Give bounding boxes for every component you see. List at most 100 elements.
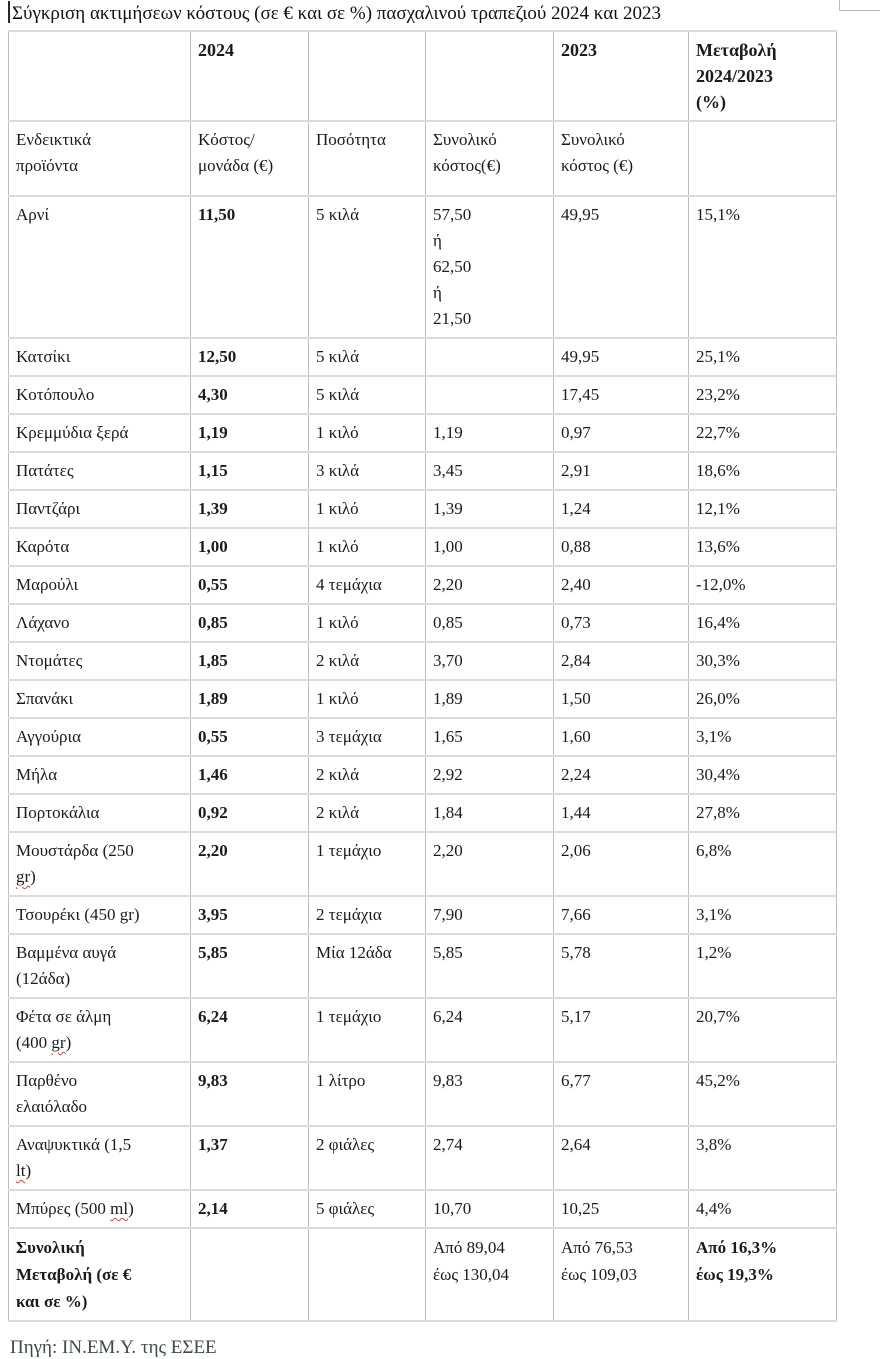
table-row: Αναψυκτικά (1,5 lt) 1,37 2 φιάλες 2,74 2,64 3,… (8, 1125, 837, 1191)
product-cell: Μήλα (8, 755, 191, 795)
product-cell: Παντζάρι (8, 489, 191, 529)
total-2024-cell: Από 89,04 έως 130,04 (425, 1227, 554, 1322)
change-cell: 4,4% (688, 1189, 837, 1229)
total-2023-cell: 1,24 (553, 489, 689, 529)
unit-cost-cell: 1,46 (190, 755, 309, 795)
total-2023-cell: 0,97 (553, 413, 689, 453)
unit-cost-cell: 12,50 (190, 337, 309, 377)
header-row: Ενδεικτικά προϊόντα Κόστος/μονάδα (€) Ποσότ… (8, 120, 837, 197)
table-row: Ντομάτες 1,85 2 κιλά 3,70 2,84 30,3% (8, 641, 837, 681)
table-row: Παρθένο ελαιόλαδο 9,83 1 λίτρο 9,83 6,77 45,2% (8, 1061, 837, 1127)
table-row: Βαμμένα αυγά (12άδα) 5,85 Μία 12άδα 5,85 5,78… (8, 933, 837, 999)
product-cell: Λάχανο (8, 603, 191, 643)
change-cell: 23,2% (688, 375, 837, 415)
header-cell-total-2023: Συνολικό κόστος (€) (553, 120, 689, 197)
product-cell: Καρότα (8, 527, 191, 567)
unit-cost-cell: 2,14 (190, 1189, 309, 1229)
quantity-cell: 1 τεμάχιο (308, 997, 426, 1063)
total-2024-cell: 57,50 ή 62,50 ή 21,50 (425, 195, 554, 339)
product-cell: Μπύρες (500 ml) (8, 1189, 191, 1229)
table-row: Μαρούλι 0,55 4 τεμάχια 2,20 2,40 -12,0% (8, 565, 837, 605)
table-row: Λάχανο 0,85 1 κιλό 0,85 0,73 16,4% (8, 603, 837, 643)
unit-cost-cell: 1,00 (190, 527, 309, 567)
product-cell: Παρθένο ελαιόλαδο (8, 1061, 191, 1127)
total-2024-cell: 2,20 (425, 565, 554, 605)
header-cell-total-2024 (425, 30, 554, 122)
table-row: Αγγούρια 0,55 3 τεμάχια 1,65 1,60 3,1% (8, 717, 837, 757)
quantity-cell: 1 κιλό (308, 527, 426, 567)
change-cell: -12,0% (688, 565, 837, 605)
quantity-cell: 5 κιλά (308, 337, 426, 377)
total-2023-cell: 6,77 (553, 1061, 689, 1127)
quantity-cell: 1 κιλό (308, 489, 426, 529)
product-cell: Κρεμμύδια ξερά (8, 413, 191, 453)
quantity-cell: 5 φιάλες (308, 1189, 426, 1229)
unit-cost-cell: 1,39 (190, 489, 309, 529)
table-row: Κοτόπουλο 4,30 5 κιλά 17,45 23,2% (8, 375, 837, 415)
misspelled-word: lt (16, 1161, 26, 1180)
product-cell: Συνολική Μεταβολή (σε € και σε %) (8, 1227, 191, 1322)
header-cell-product: Ενδεικτικά προϊόντα (8, 120, 191, 197)
product-cell: Κατσίκι (8, 337, 191, 377)
product-cell: Ντομάτες (8, 641, 191, 681)
change-cell: 30,3% (688, 641, 837, 681)
unit-cost-cell: 6,24 (190, 997, 309, 1063)
unit-cost-cell: 0,55 (190, 717, 309, 757)
total-2024-cell: 2,92 (425, 755, 554, 795)
unit-cost-cell: 2,20 (190, 831, 309, 897)
unit-cost-cell: 0,85 (190, 603, 309, 643)
unit-cost-cell: 9,83 (190, 1061, 309, 1127)
total-2024-cell: 1,89 (425, 679, 554, 719)
quantity-cell: 1 κιλό (308, 679, 426, 719)
unit-cost-cell: 3,95 (190, 895, 309, 935)
total-2024-cell: 3,70 (425, 641, 554, 681)
header-cell-product (8, 30, 191, 122)
quantity-cell: 2 φιάλες (308, 1125, 426, 1191)
unit-cost-cell: 1,15 (190, 451, 309, 491)
total-row: Συνολική Μεταβολή (σε € και σε %) Από 89,04… (8, 1227, 837, 1322)
table-row: Πατάτες 1,15 3 κιλά 3,45 2,91 18,6% (8, 451, 837, 491)
source-note: Πηγή: ΙΝ.ΕΜ.Υ. της ΕΣΕΕ (10, 1337, 217, 1358)
total-2023-cell: 1,60 (553, 717, 689, 757)
quantity-cell: 1 κιλό (308, 603, 426, 643)
change-cell: 6,8% (688, 831, 837, 897)
quantity-cell: 2 κιλά (308, 641, 426, 681)
unit-cost-cell: 0,92 (190, 793, 309, 833)
quantity-cell: 2 τεμάχια (308, 895, 426, 935)
quantity-cell: 1 λίτρο (308, 1061, 426, 1127)
total-2024-cell: 3,45 (425, 451, 554, 491)
group-header-row: 2024 2023 Μεταβολή 2024/2023 (%) (8, 30, 837, 122)
change-cell: 3,1% (688, 717, 837, 757)
change-cell: 27,8% (688, 793, 837, 833)
product-cell: Σπανάκι (8, 679, 191, 719)
quantity-cell: Μία 12άδα (308, 933, 426, 999)
table-row: Σπανάκι 1,89 1 κιλό 1,89 1,50 26,0% (8, 679, 837, 719)
quantity-cell: 3 κιλά (308, 451, 426, 491)
quantity-cell: 3 τεμάχια (308, 717, 426, 757)
total-2023-cell: 0,73 (553, 603, 689, 643)
quantity-cell: 2 κιλά (308, 755, 426, 795)
total-2023-cell: 5,17 (553, 997, 689, 1063)
cost-comparison-table: 2024 2023 Μεταβολή 2024/2023 (%) Ενδεικτικά πρ… (8, 30, 837, 1322)
change-cell: 12,1% (688, 489, 837, 529)
total-2024-cell: 1,39 (425, 489, 554, 529)
quantity-cell (308, 1227, 426, 1322)
total-2023-cell: 1,50 (553, 679, 689, 719)
table-row: Μήλα 1,46 2 κιλά 2,92 2,24 30,4% (8, 755, 837, 795)
total-2024-cell: 2,74 (425, 1125, 554, 1191)
table-row: Πορτοκάλια 0,92 2 κιλά 1,84 1,44 27,8% (8, 793, 837, 833)
total-2024-cell: 1,65 (425, 717, 554, 757)
scrollbar-corner-artifact (839, 0, 880, 11)
quantity-cell: 1 τεμάχιο (308, 831, 426, 897)
total-2023-cell: 49,95 (553, 195, 689, 339)
total-2024-cell: 10,70 (425, 1189, 554, 1229)
total-2023-cell: 10,25 (553, 1189, 689, 1229)
unit-cost-cell (190, 1227, 309, 1322)
table-row: Καρότα 1,00 1 κιλό 1,00 0,88 13,6% (8, 527, 837, 567)
unit-cost-cell: 1,85 (190, 641, 309, 681)
misspelled-word: gr (51, 1033, 66, 1052)
total-2023-cell: 2,40 (553, 565, 689, 605)
product-cell: Πατάτες (8, 451, 191, 491)
table-row: Φέτα σε άλμη (400 gr) 6,24 1 τεμάχιο 6,24 5,1… (8, 997, 837, 1063)
total-2024-cell: 7,90 (425, 895, 554, 935)
